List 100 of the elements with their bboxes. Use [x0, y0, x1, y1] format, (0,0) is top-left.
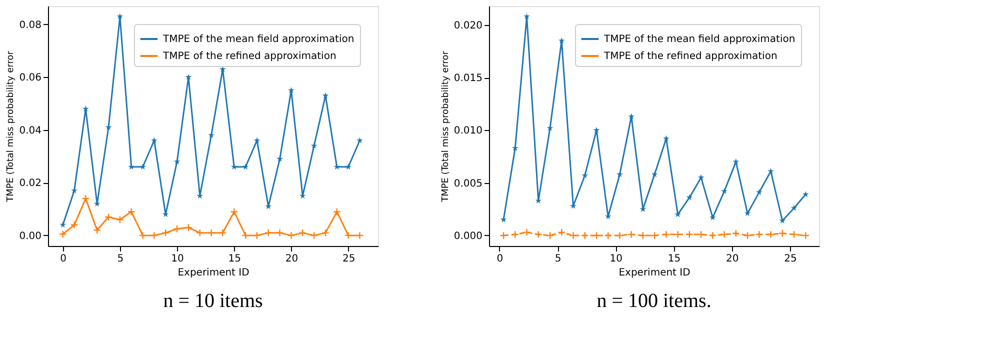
- point: [230, 164, 238, 170]
- point: [650, 232, 659, 240]
- point: [334, 164, 340, 170]
- x-axis-title: Experiment ID: [178, 268, 250, 278]
- point: [593, 126, 600, 133]
- point: [766, 230, 775, 238]
- point: [674, 230, 682, 238]
- point: [500, 216, 507, 222]
- x-tick-label: 0: [60, 254, 67, 264]
- point: [254, 137, 260, 144]
- y-tick-label: 0.00: [19, 230, 42, 242]
- point: [322, 228, 330, 237]
- y-axis-title: TMPE (Total miss probability error: [6, 50, 16, 203]
- point: [616, 171, 623, 178]
- y-tick-label: 0.000: [454, 230, 482, 242]
- point: [732, 229, 740, 238]
- point: [93, 226, 102, 234]
- y-tick-label: 0.02: [19, 178, 42, 190]
- point: [569, 232, 578, 240]
- point: [802, 191, 809, 198]
- text: n = 10 items: [163, 290, 264, 312]
- point: [674, 211, 682, 218]
- point: [720, 230, 728, 238]
- point: [522, 228, 531, 236]
- point: [778, 229, 786, 238]
- point: [616, 232, 624, 240]
- point: [582, 172, 588, 178]
- legend-label: TMPE of the mean field approximation: [603, 34, 796, 45]
- point: [356, 231, 364, 240]
- point: [755, 230, 764, 238]
- point: [546, 232, 554, 240]
- y-tick-label: 0.005: [454, 178, 482, 190]
- point: [628, 113, 635, 120]
- point: [242, 231, 250, 240]
- point: [790, 230, 798, 238]
- y-tick-label: 0.020: [454, 20, 482, 32]
- x-tick-label: 10: [610, 254, 623, 264]
- y-axis-title: TMPE (Total miss probability error: [440, 50, 451, 203]
- x-tick-label: 15: [668, 254, 681, 264]
- point: [721, 188, 728, 194]
- y-tick-label: 0.08: [19, 20, 42, 31]
- point: [70, 220, 78, 229]
- point: [662, 230, 670, 238]
- point: [592, 232, 600, 240]
- point: [345, 164, 352, 170]
- point: [138, 231, 147, 240]
- x-tick-label: 5: [117, 254, 124, 264]
- y-tick-label: 0.010: [454, 126, 482, 137]
- point: [253, 231, 261, 240]
- point: [744, 210, 751, 216]
- point: [534, 230, 542, 238]
- point: [174, 158, 180, 164]
- point: [663, 135, 670, 142]
- point: [685, 230, 694, 238]
- legend-label: TMPE of the refined approximation: [162, 51, 336, 62]
- point: [288, 87, 294, 94]
- point: [60, 222, 66, 228]
- point: [698, 174, 704, 180]
- point: [104, 213, 112, 221]
- legend-label: TMPE of the mean field approximation: [162, 34, 354, 45]
- point: [732, 158, 740, 164]
- point: [298, 228, 307, 237]
- point: [639, 232, 647, 240]
- x-tick-label: 5: [554, 254, 562, 264]
- point: [218, 228, 227, 237]
- y-tick-label: 0.015: [454, 73, 482, 84]
- text: n = 100 items.: [596, 290, 712, 312]
- point: [140, 164, 146, 170]
- point: [128, 164, 135, 170]
- point: [356, 137, 363, 144]
- x-tick-label: 20: [726, 254, 739, 264]
- point: [322, 92, 329, 98]
- point: [332, 208, 341, 216]
- point: [651, 171, 658, 178]
- legend-label: TMPE of the refined approximation: [603, 51, 778, 62]
- point: [790, 204, 798, 211]
- x-tick-label: 15: [228, 254, 241, 264]
- point: [196, 228, 204, 237]
- x-axis-title: Experiment ID: [618, 268, 691, 278]
- point: [744, 232, 752, 240]
- point: [779, 217, 786, 224]
- point: [802, 232, 810, 240]
- point: [500, 232, 508, 240]
- point: [344, 231, 352, 240]
- point: [686, 194, 693, 200]
- point: [558, 228, 566, 236]
- point: [604, 232, 612, 240]
- point: [185, 74, 192, 80]
- point: [127, 208, 136, 216]
- x-tick-label: 25: [784, 254, 797, 264]
- point: [276, 228, 284, 237]
- x-tick-label: 0: [496, 254, 504, 264]
- y-tick-label: 0.04: [19, 125, 42, 136]
- point: [276, 156, 283, 162]
- point: [708, 232, 717, 240]
- x-tick-label: 25: [342, 254, 356, 264]
- point: [82, 194, 90, 202]
- point: [184, 224, 192, 232]
- point: [242, 164, 249, 170]
- point: [512, 144, 518, 151]
